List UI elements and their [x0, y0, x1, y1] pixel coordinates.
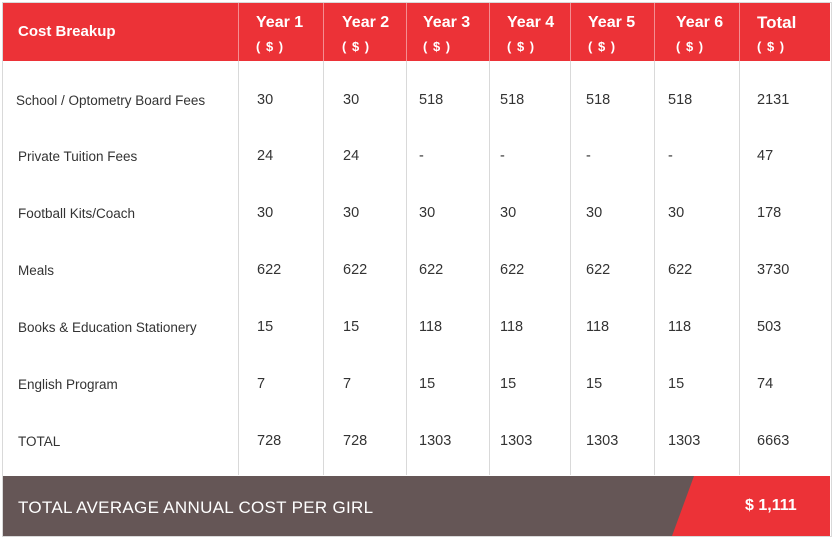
table-cell: 30 [257, 92, 274, 108]
table-cell: 30 [586, 205, 603, 221]
row-label: TOTAL [18, 434, 61, 449]
table-cell: 1303 [586, 433, 619, 449]
header-year-4-unit: ( $ ) [507, 39, 536, 54]
table-cell: - [500, 148, 505, 164]
table-cell: - [586, 148, 591, 164]
table-cell: 1303 [419, 433, 452, 449]
table-cell: 7 [257, 376, 266, 392]
table-cell: 178 [757, 205, 782, 221]
header-year-4-label: Year 4 [507, 14, 555, 31]
table-cell: 118 [419, 319, 443, 335]
table-cell: 15 [668, 376, 685, 392]
table-cell: 30 [668, 205, 685, 221]
table-header: Cost Breakup Year 1 ( $ ) Year 2 ( $ ) Y… [3, 3, 830, 61]
table-cell: 30 [500, 205, 517, 221]
table-cell: 15 [419, 376, 436, 392]
header-divider [238, 3, 239, 61]
table-cell: 622 [257, 262, 282, 278]
header-divider [739, 3, 740, 61]
table-cell: 728 [343, 433, 368, 449]
header-cost-breakup-label: Cost Breakup [18, 23, 116, 40]
table-cell: 622 [343, 262, 368, 278]
table-cell: 24 [343, 148, 360, 164]
table-cell: 6663 [757, 433, 790, 449]
header-divider [323, 3, 324, 61]
header-year-5-unit: ( $ ) [588, 39, 617, 54]
header-divider [489, 3, 490, 61]
table-cell: 1303 [668, 433, 701, 449]
header-year-5: Year 5 ( $ ) [571, 3, 655, 61]
row-label: Private Tuition Fees [18, 149, 138, 164]
table-cell: 518 [668, 92, 693, 108]
header-divider [654, 3, 655, 61]
table-cell: 503 [757, 319, 782, 335]
row-label: Football Kits/Coach [18, 206, 136, 221]
table-cell: 15 [500, 376, 517, 392]
header-year-1: Year 1 ( $ ) [239, 3, 324, 61]
header-total: Total ( $ ) [740, 3, 830, 61]
table-cell: 2131 [757, 92, 790, 108]
table-cell: 728 [257, 433, 282, 449]
column-divider [406, 61, 407, 475]
row-label: Meals [18, 263, 55, 278]
header-year-3-label: Year 3 [423, 14, 471, 31]
column-divider [654, 61, 655, 475]
table-cell: 15 [257, 319, 274, 335]
table-cell: 118 [668, 319, 692, 335]
row-label: English Program [18, 377, 118, 392]
header-year-1-label: Year 1 [256, 14, 304, 31]
column-divider [489, 61, 490, 475]
header-year-6-label: Year 6 [676, 14, 724, 31]
header-year-2-unit: ( $ ) [342, 39, 371, 54]
header-year-3: Year 3 ( $ ) [407, 3, 490, 61]
table-cell: 15 [343, 319, 360, 335]
footer-total-average-value: $ 1,111 [745, 497, 797, 514]
footer-total-average-label: TOTAL AVERAGE ANNUAL COST PER GIRL [18, 498, 374, 517]
header-total-label: Total [757, 13, 797, 32]
column-divider [238, 61, 239, 475]
table-cell: 30 [343, 205, 360, 221]
table-cell: 118 [500, 319, 524, 335]
table-cell: 622 [419, 262, 444, 278]
header-year-2: Year 2 ( $ ) [324, 3, 407, 61]
table-cell: 30 [343, 92, 360, 108]
table-cell: 74 [757, 376, 774, 392]
table-cell: 622 [586, 262, 611, 278]
table-cell: 518 [500, 92, 525, 108]
table-cell: 518 [419, 92, 444, 108]
table-cell: - [419, 148, 424, 164]
table-cell: 518 [586, 92, 611, 108]
header-year-3-unit: ( $ ) [423, 39, 452, 54]
table-cell: 30 [419, 205, 436, 221]
header-year-2-label: Year 2 [342, 14, 390, 31]
table-cell: 1303 [500, 433, 533, 449]
table-cell: 15 [586, 376, 603, 392]
column-divider [323, 61, 324, 475]
table-cell: 47 [757, 148, 774, 164]
header-year-5-label: Year 5 [588, 14, 636, 31]
table-cell: - [668, 148, 673, 164]
column-divider [739, 61, 740, 475]
header-year-1-unit: ( $ ) [256, 39, 285, 54]
table-cell: 622 [668, 262, 693, 278]
header-divider [570, 3, 571, 61]
table-cell: 30 [257, 205, 274, 221]
header-cost-breakup: Cost Breakup [3, 3, 238, 61]
table-cell: 7 [343, 376, 352, 392]
table-cell: 24 [257, 148, 274, 164]
table-cell: 118 [586, 319, 610, 335]
header-divider [406, 3, 407, 61]
header-year-4: Year 4 ( $ ) [490, 3, 571, 61]
header-total-unit: ( $ ) [757, 39, 786, 54]
footer-label-band [3, 476, 703, 536]
row-label: School / Optometry Board Fees [16, 93, 206, 108]
footer-value-band [672, 476, 830, 536]
header-year-6-unit: ( $ ) [676, 39, 705, 54]
row-label: Books & Education Stationery [18, 320, 197, 335]
column-divider [570, 61, 571, 475]
table-cell: 622 [500, 262, 525, 278]
header-year-6: Year 6 ( $ ) [655, 3, 740, 61]
table-cell: 3730 [757, 262, 790, 278]
